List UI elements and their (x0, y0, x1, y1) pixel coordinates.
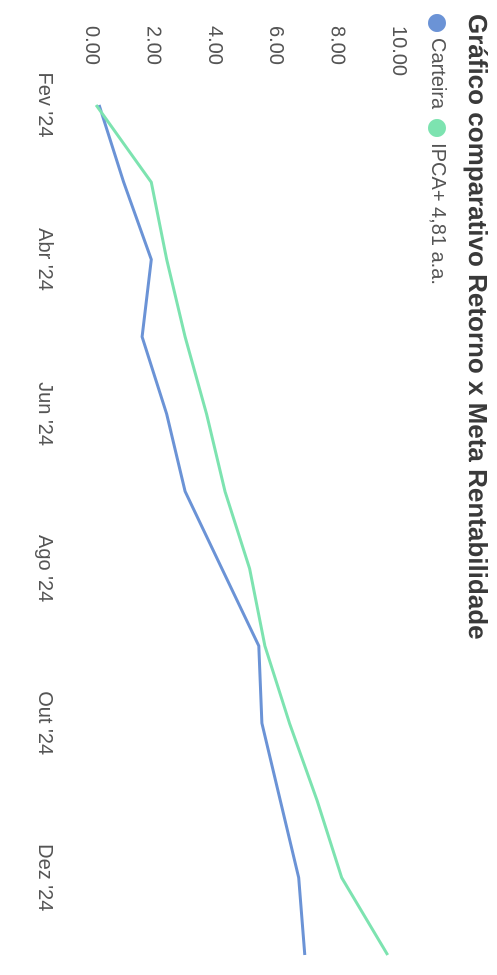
x-tick-label: Out '24 (34, 691, 56, 755)
series-line-ipca[interactable] (94, 104, 389, 956)
y-tick-label: 0.00 (81, 26, 103, 65)
series-line-carteira[interactable] (97, 104, 307, 956)
x-tick-label: Ago '24 (34, 535, 56, 602)
x-tick-label: Abr '24 (34, 228, 56, 291)
x-tick-label: Jun '24 (34, 382, 56, 446)
y-tick-label: 10.00 (388, 26, 410, 76)
y-tick-label: 2.00 (142, 26, 164, 65)
x-tick-label: Fev '24 (34, 73, 56, 138)
y-tick-label: 8.00 (327, 26, 349, 65)
y-tick-label: 6.00 (265, 26, 287, 65)
x-tick-label: Dez '24 (34, 844, 56, 911)
y-tick-label: 4.00 (204, 26, 226, 65)
